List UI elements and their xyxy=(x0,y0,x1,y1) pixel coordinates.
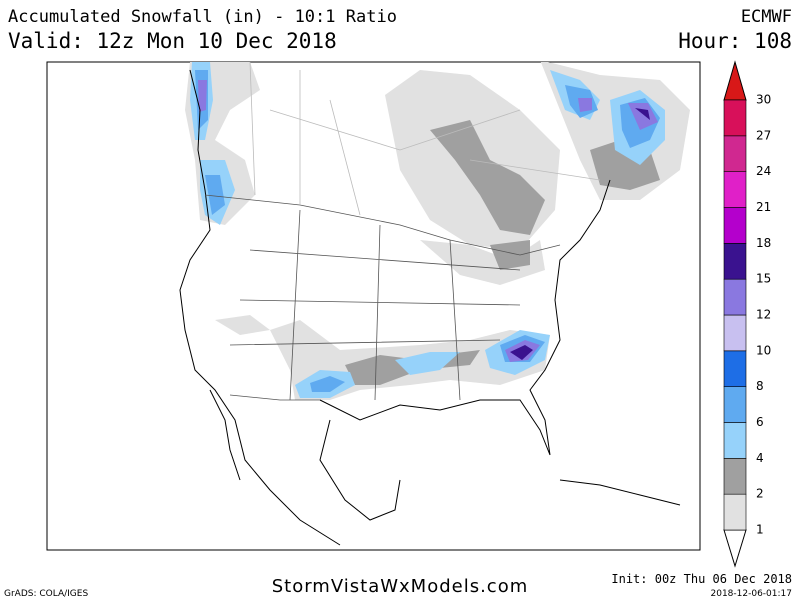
snow-15in xyxy=(510,108,650,360)
colorbar-label: 1 xyxy=(756,523,764,537)
map xyxy=(46,61,701,551)
colorbar-segment xyxy=(723,243,747,280)
colorbar-segment xyxy=(723,493,747,531)
colorbar-bottom-arrow xyxy=(723,529,747,568)
colorbar-label: 12 xyxy=(756,308,771,322)
colorbar-label: 24 xyxy=(756,164,771,178)
borders xyxy=(204,194,561,401)
colorbar-segment xyxy=(723,99,747,137)
colorbar-segment xyxy=(723,458,747,495)
colorbar-segment xyxy=(723,135,747,172)
coastlines xyxy=(179,69,681,546)
software-credit: GrADS: COLA/IGES xyxy=(4,589,88,599)
colorbar-label: 18 xyxy=(756,236,771,250)
map-title: Accumulated Snowfall (in) - 10:1 Ratio xyxy=(8,7,397,27)
colorbar-label: 27 xyxy=(756,128,771,142)
colorbar-label: 21 xyxy=(756,200,771,214)
colorbar-label: 4 xyxy=(756,451,764,465)
run-timestamp: 2018-12-06-01:17 xyxy=(711,589,793,599)
site-name: StormVistaWxModels.com xyxy=(272,576,529,597)
colorbar-segment xyxy=(723,422,747,459)
colorbar-segment xyxy=(723,350,747,387)
colorbar-label: 15 xyxy=(756,272,771,286)
colorbar-segment xyxy=(723,314,747,352)
valid-time: Valid: 12z Mon 10 Dec 2018 xyxy=(8,29,337,53)
colorbar-segment xyxy=(723,171,747,208)
colorbar-label: 30 xyxy=(756,93,771,107)
colorbar-label: 8 xyxy=(756,379,764,393)
colorbar-segment xyxy=(723,278,747,316)
init-time: Init: 00z Thu 06 Dec 2018 xyxy=(611,572,792,586)
colorbar-label: 6 xyxy=(756,415,764,429)
model-name: ECMWF xyxy=(741,7,792,27)
colorbar-segment xyxy=(723,207,747,244)
forecast-hour: Hour: 108 xyxy=(678,29,792,53)
colorbar-label: 10 xyxy=(756,343,771,357)
colorbar-segment xyxy=(723,386,747,423)
colorbar-top-arrow xyxy=(723,60,747,101)
province-lines xyxy=(249,62,601,216)
colorbar-label: 2 xyxy=(756,487,764,501)
map-content xyxy=(179,62,690,546)
